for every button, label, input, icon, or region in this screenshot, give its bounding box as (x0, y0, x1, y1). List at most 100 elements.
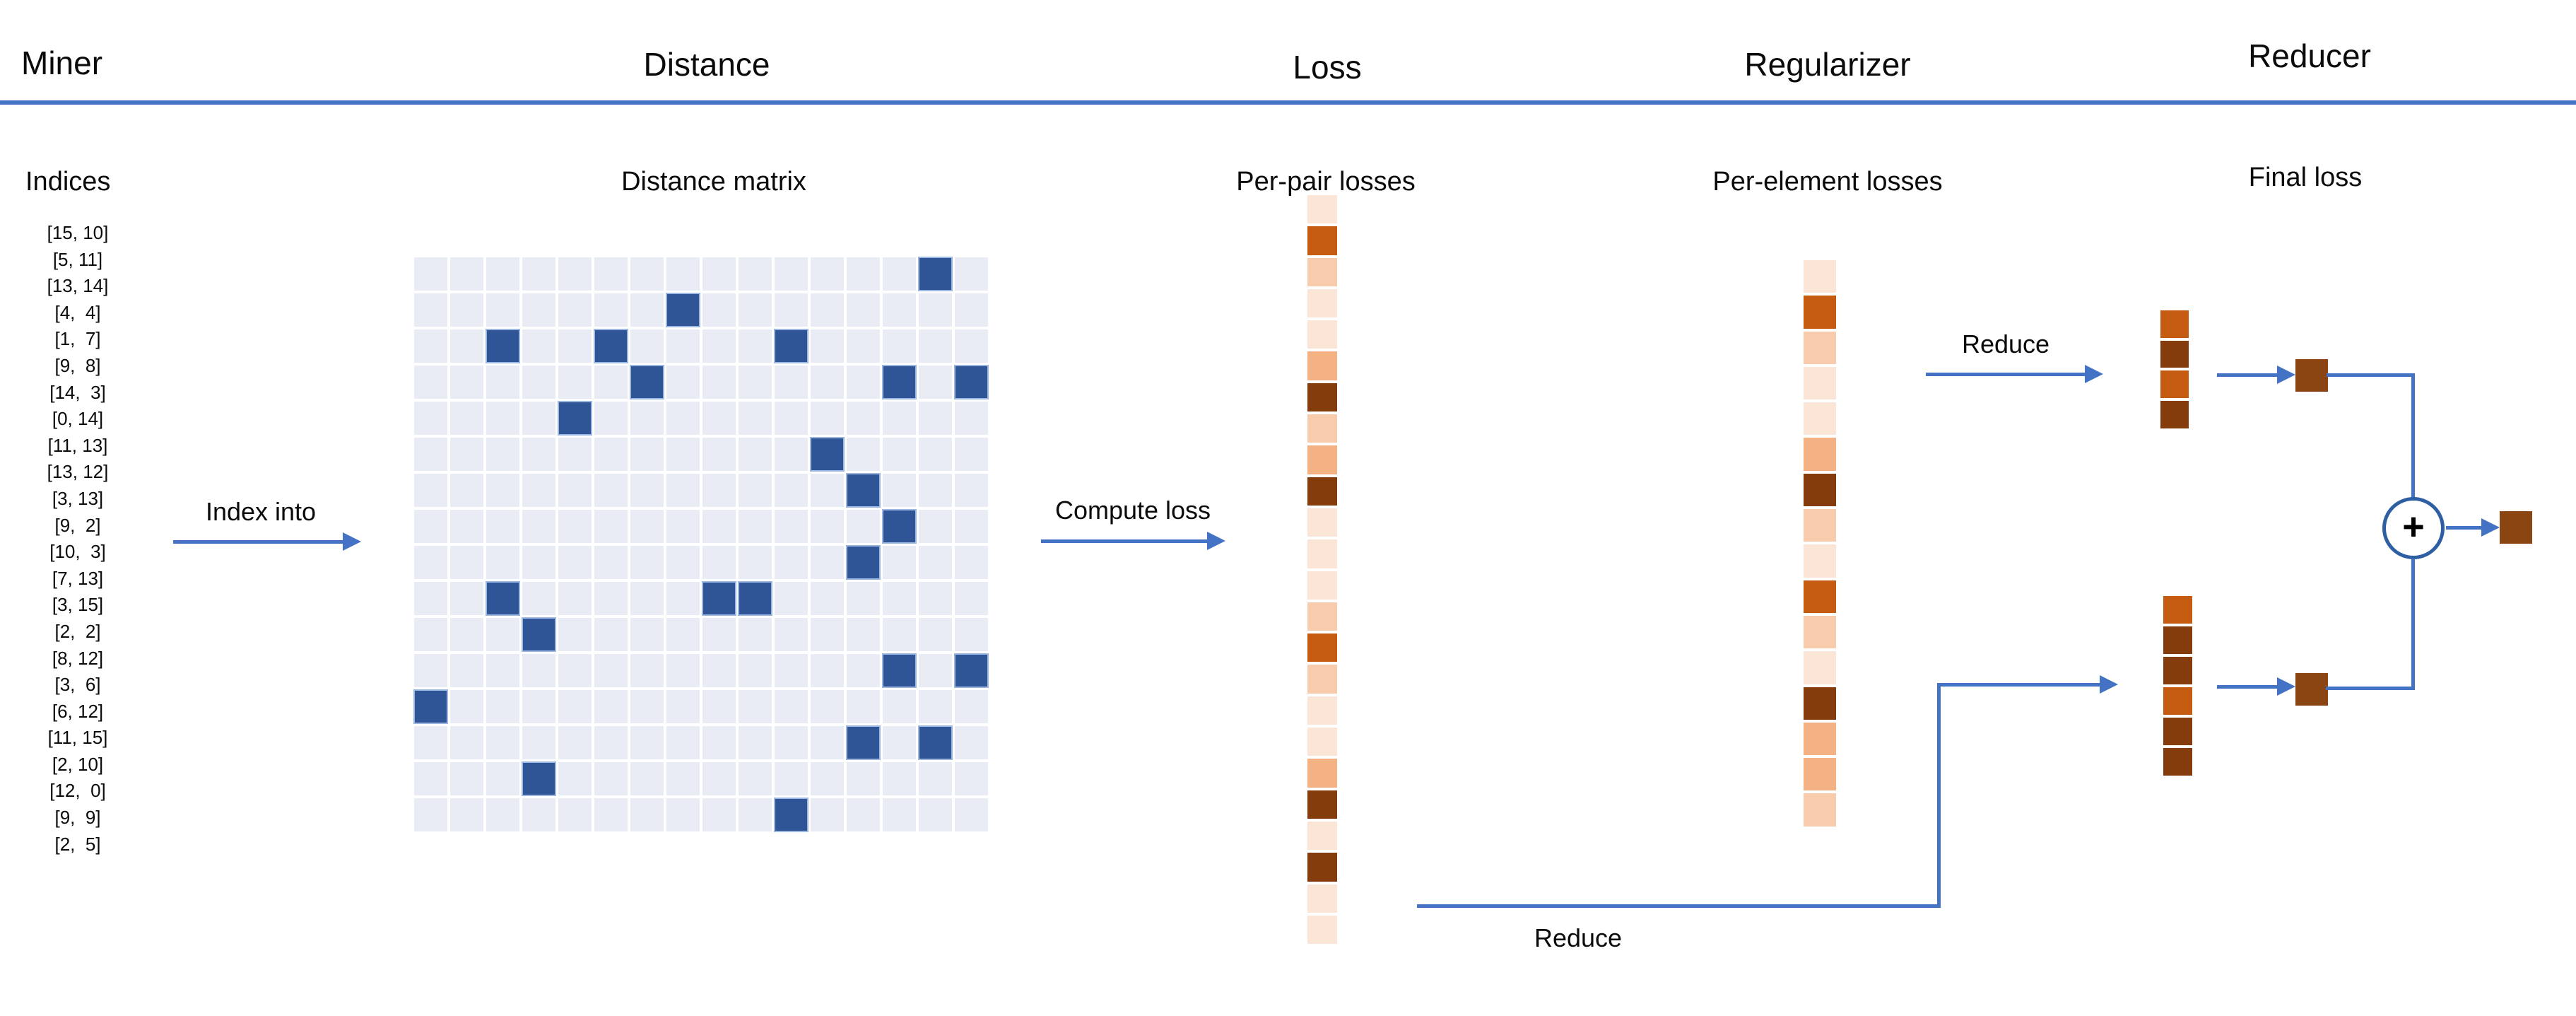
matrix-cell (739, 726, 772, 759)
matrix-cell (630, 618, 664, 651)
matrix-cell (414, 366, 447, 399)
connector-top-horizontal (2327, 373, 2415, 377)
index-pair: [9, 2] (54, 514, 101, 536)
reduced-strip-bottom (2163, 596, 2192, 776)
reduce-bottom-path-horizontal2 (1939, 683, 2100, 687)
matrix-cell (486, 690, 519, 723)
matrix-cell (847, 798, 880, 831)
matrix-cell (883, 618, 916, 651)
matrix-cell (847, 510, 880, 543)
matrix-cell (486, 474, 519, 507)
index-pair: [13, 12] (47, 461, 109, 483)
matrix-cell (811, 690, 844, 723)
index-pair: [12, 0] (49, 780, 106, 802)
matrix-cell (450, 366, 483, 399)
matrix-cell (666, 618, 700, 651)
strip-bottom-to-square-arrow-line (2217, 685, 2277, 689)
matrix-cell (811, 402, 844, 435)
matrix-cell (666, 762, 700, 795)
matrix-cell (775, 762, 808, 795)
index-into-label: Index into (205, 497, 317, 526)
per-element-loss-cell (1804, 331, 1836, 364)
matrix-cell (666, 366, 700, 399)
matrix-cell (486, 546, 519, 579)
matrix-cell-selected (738, 581, 772, 616)
per-element-loss-cell (1804, 758, 1836, 791)
compute-loss-label: Compute loss (1054, 496, 1211, 525)
index-pair: [10, 3] (49, 541, 106, 563)
matrix-cell (558, 366, 592, 399)
reduced-cell-top (2160, 370, 2189, 399)
reduced-cell-bottom (2163, 748, 2192, 776)
per-pair-loss-cell (1307, 257, 1337, 286)
matrix-cell (450, 474, 483, 507)
matrix-cell (847, 654, 880, 687)
per-pair-loss-cell (1307, 351, 1337, 380)
index-pair: [13, 14] (47, 275, 109, 297)
matrix-cell (414, 402, 447, 435)
per-pair-loss-cell (1307, 226, 1337, 255)
reduced-cell-top (2160, 310, 2189, 338)
index-pair: [5, 11] (52, 248, 103, 270)
matrix-cell (883, 690, 916, 723)
matrix-cell (558, 762, 592, 795)
matrix-cell (811, 582, 844, 615)
per-pair-losses-strip (1307, 195, 1337, 945)
matrix-cell (522, 690, 555, 723)
matrix-cell (630, 798, 664, 831)
matrix-cell (414, 618, 447, 651)
matrix-cell (522, 654, 555, 687)
matrix-cell-selected (522, 761, 556, 796)
per-pair-loss-cell (1307, 665, 1337, 694)
matrix-cell (739, 690, 772, 723)
matrix-cell (666, 690, 700, 723)
matrix-cell (739, 510, 772, 543)
matrix-cell (955, 402, 988, 435)
matrix-cell (775, 726, 808, 759)
matrix-cell (522, 329, 555, 363)
matrix-cell (811, 762, 844, 795)
matrix-cell (775, 366, 808, 399)
per-element-loss-cell (1804, 296, 1836, 329)
matrix-cell (630, 438, 664, 471)
matrix-cell (558, 582, 592, 615)
matrix-cell (594, 474, 628, 507)
matrix-cell (883, 474, 916, 507)
matrix-cell-selected (882, 509, 917, 544)
index-pair: [2, 2] (54, 620, 101, 642)
matrix-cell-selected (774, 798, 808, 832)
per-element-loss-cell (1804, 473, 1836, 507)
matrix-cell (522, 402, 555, 435)
matrix-cell (666, 474, 700, 507)
matrix-cell (558, 690, 592, 723)
subhead-indices: Indices (25, 167, 111, 197)
matrix-cell (883, 402, 916, 435)
connector-top-vertical (2411, 373, 2415, 498)
matrix-cell (630, 762, 664, 795)
index-pair: [2, 5] (54, 833, 101, 855)
matrix-cell (666, 654, 700, 687)
matrix-cell (666, 329, 700, 363)
matrix-cell (702, 510, 736, 543)
matrix-cell (522, 582, 555, 615)
matrix-cell (811, 618, 844, 651)
matrix-cell (811, 510, 844, 543)
matrix-cell (486, 257, 519, 291)
matrix-cell (919, 438, 952, 471)
matrix-cell (702, 762, 736, 795)
matrix-cell-selected (413, 689, 448, 724)
matrix-cell-selected (846, 473, 881, 508)
matrix-cell (630, 329, 664, 363)
matrix-cell (414, 546, 447, 579)
matrix-cell (919, 582, 952, 615)
matrix-cell (522, 510, 555, 543)
matrix-cell (594, 798, 628, 831)
matrix-cell (666, 582, 700, 615)
matrix-cell (666, 438, 700, 471)
connector-bottom-horizontal (2326, 687, 2415, 690)
matrix-cell (666, 798, 700, 831)
index-pair: [14, 3] (49, 381, 106, 403)
matrix-cell (594, 257, 628, 291)
subhead-final-loss: Final loss (2248, 163, 2363, 192)
partial-loss-square-bottom (2295, 673, 2328, 706)
